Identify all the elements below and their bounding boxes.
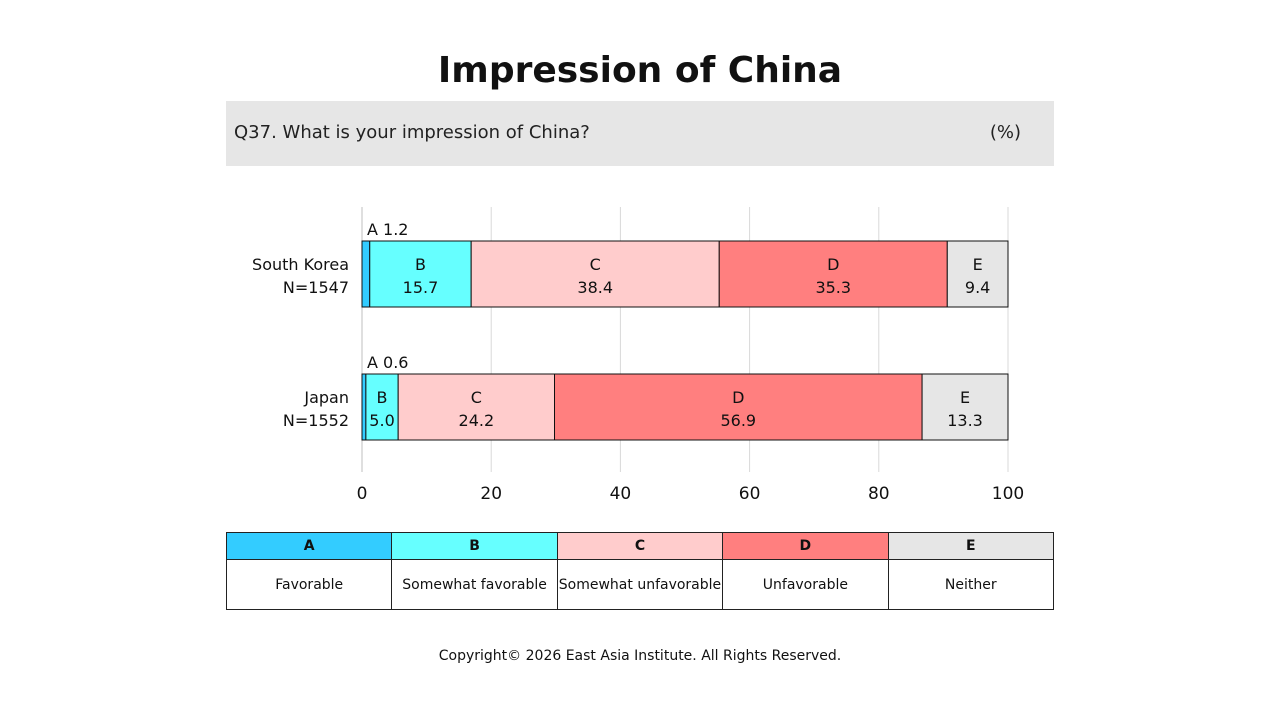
unit-label: (%) xyxy=(989,122,1021,143)
bar-b xyxy=(365,373,399,441)
segment-code-label: C xyxy=(590,255,601,274)
data-label: 5.0 xyxy=(369,411,394,430)
question-box: Q37. What is your impression of China? (… xyxy=(226,101,1054,166)
segment-code-label: B xyxy=(415,255,426,274)
legend-code-a: A xyxy=(225,532,393,560)
x-tick-label: 0 xyxy=(357,484,368,504)
legend-code-e: E xyxy=(887,532,1055,560)
data-label: 24.2 xyxy=(459,411,495,430)
bar-c xyxy=(397,373,556,441)
bar-e xyxy=(921,373,1009,441)
bar-d xyxy=(554,373,923,441)
x-tick-label: 100 xyxy=(992,484,1024,504)
bar-d xyxy=(718,240,948,308)
segment-code-label: C xyxy=(471,388,482,407)
category-label: South Korea xyxy=(252,255,349,274)
legend-code-b: B xyxy=(391,532,558,560)
data-label: A 0.6 xyxy=(367,353,408,372)
copyright-text: Copyright© 2026 East Asia Institute. All… xyxy=(438,648,842,664)
legend-label-d: Unfavorable xyxy=(722,559,889,610)
data-label: 35.3 xyxy=(815,278,851,297)
legend-label-a: Favorable xyxy=(225,559,393,610)
data-label: 38.4 xyxy=(577,278,613,297)
segment-code-label: D xyxy=(732,388,744,407)
segment-code-label: B xyxy=(377,388,388,407)
bar-a xyxy=(361,240,371,308)
legend-code-d: D xyxy=(722,532,889,560)
x-tick-label: 20 xyxy=(480,484,502,504)
data-label: 9.4 xyxy=(965,278,990,297)
question-text: Q37. What is your impression of China? xyxy=(234,122,590,143)
bar-c xyxy=(470,240,720,308)
page-title: Impression of China xyxy=(437,50,843,91)
data-label: 15.7 xyxy=(403,278,439,297)
x-tick-label: 40 xyxy=(610,484,632,504)
legend-label-b: Somewhat favorable xyxy=(391,559,558,610)
segment-code-label: D xyxy=(827,255,839,274)
category-n-label: N=1552 xyxy=(283,411,349,430)
legend-label-c: Somewhat unfavorable xyxy=(556,559,724,610)
category-n-label: N=1547 xyxy=(283,278,349,297)
data-label: 13.3 xyxy=(947,411,983,430)
data-label: 56.9 xyxy=(720,411,756,430)
x-tick-label: 80 xyxy=(868,484,890,504)
category-label: Japan xyxy=(303,388,349,407)
x-tick-label: 60 xyxy=(739,484,761,504)
legend-table: A B C D E Favorable Somewhat favorable S… xyxy=(225,532,1055,610)
segment-code-label: E xyxy=(960,388,970,407)
legend-code-c: C xyxy=(556,532,724,560)
bar-a xyxy=(361,373,367,441)
data-label: A 1.2 xyxy=(367,220,408,239)
legend-label-e: Neither xyxy=(887,559,1055,610)
bar-e xyxy=(946,240,1009,308)
segment-code-label: E xyxy=(973,255,983,274)
bar-b xyxy=(369,240,472,308)
